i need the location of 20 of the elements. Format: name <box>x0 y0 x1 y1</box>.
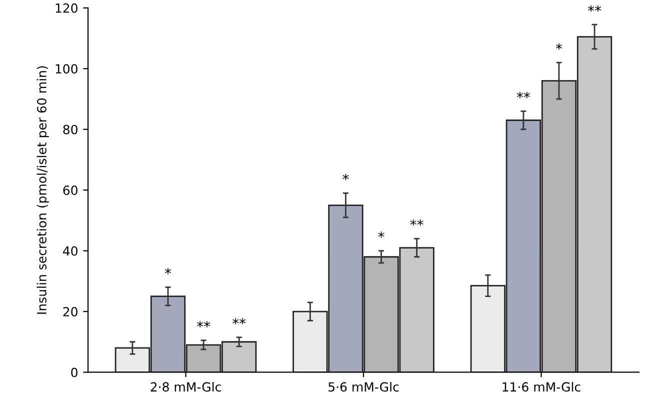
y-axis-title: Insulin secretion (pmol/islet per 60 min) <box>36 66 49 314</box>
y-tick-label: 120 <box>56 3 78 13</box>
data-label: ** <box>410 219 424 226</box>
y-tick-label: 40 <box>63 246 78 256</box>
data-label: * <box>378 232 384 238</box>
data-label: * <box>164 268 172 274</box>
data-label: ** <box>232 318 246 324</box>
y-tick-label: 80 <box>63 124 78 134</box>
y-tick-label: 20 <box>63 306 78 316</box>
y-tick-label: 100 <box>56 64 78 74</box>
data-label: * <box>556 43 562 50</box>
data-label: ** <box>588 5 602 12</box>
x-tick-label: 2·8 mM-Glc <box>150 382 221 392</box>
x-tick-label: 5·6 mM-Glc <box>328 382 399 392</box>
y-tick-label: 60 <box>63 186 78 196</box>
data-label: ** <box>197 321 210 328</box>
y-tick-label: 0 <box>71 368 78 378</box>
data-label: * <box>342 174 349 180</box>
data-label: ** <box>516 92 530 98</box>
x-tick-label: 11·6 mM-Glc <box>502 382 580 392</box>
